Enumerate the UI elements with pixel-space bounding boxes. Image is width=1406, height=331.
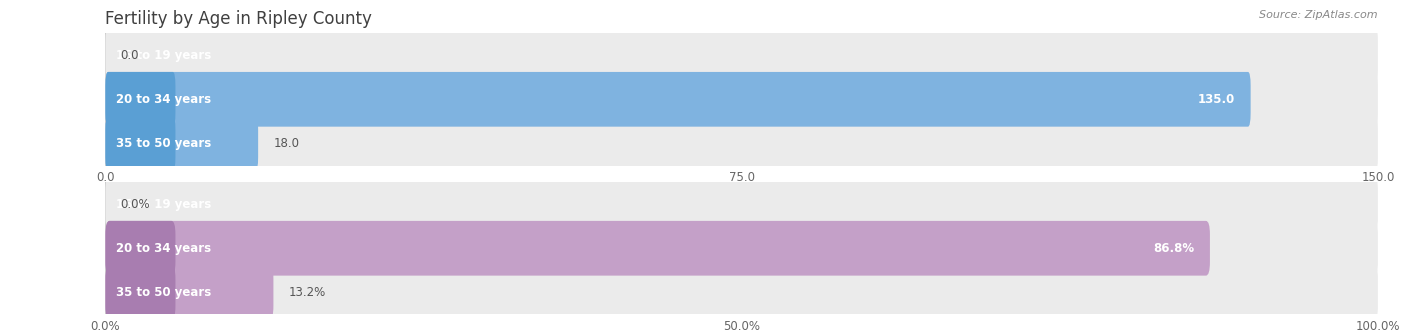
FancyBboxPatch shape: [105, 116, 259, 171]
FancyBboxPatch shape: [105, 116, 1378, 171]
Text: 15 to 19 years: 15 to 19 years: [115, 198, 211, 211]
Text: Fertility by Age in Ripley County: Fertility by Age in Ripley County: [105, 10, 373, 28]
FancyBboxPatch shape: [105, 221, 1211, 276]
FancyBboxPatch shape: [105, 221, 1378, 276]
Text: 15 to 19 years: 15 to 19 years: [115, 49, 211, 62]
FancyBboxPatch shape: [105, 177, 1378, 231]
Text: 18.0: 18.0: [273, 137, 299, 150]
FancyBboxPatch shape: [105, 265, 273, 320]
Text: 0.0%: 0.0%: [121, 198, 150, 211]
FancyBboxPatch shape: [105, 265, 1378, 320]
Text: 20 to 34 years: 20 to 34 years: [115, 242, 211, 255]
Text: 135.0: 135.0: [1198, 93, 1236, 106]
FancyBboxPatch shape: [105, 116, 176, 171]
FancyBboxPatch shape: [105, 28, 1378, 82]
FancyBboxPatch shape: [105, 265, 176, 320]
Text: 35 to 50 years: 35 to 50 years: [115, 137, 211, 150]
Text: 20 to 34 years: 20 to 34 years: [115, 93, 211, 106]
Text: 35 to 50 years: 35 to 50 years: [115, 286, 211, 299]
Text: 0.0: 0.0: [121, 49, 139, 62]
Text: 13.2%: 13.2%: [288, 286, 326, 299]
FancyBboxPatch shape: [105, 72, 1251, 127]
FancyBboxPatch shape: [105, 72, 176, 127]
FancyBboxPatch shape: [105, 72, 1378, 127]
FancyBboxPatch shape: [105, 221, 176, 276]
Text: 86.8%: 86.8%: [1153, 242, 1195, 255]
Text: Source: ZipAtlas.com: Source: ZipAtlas.com: [1260, 10, 1378, 20]
